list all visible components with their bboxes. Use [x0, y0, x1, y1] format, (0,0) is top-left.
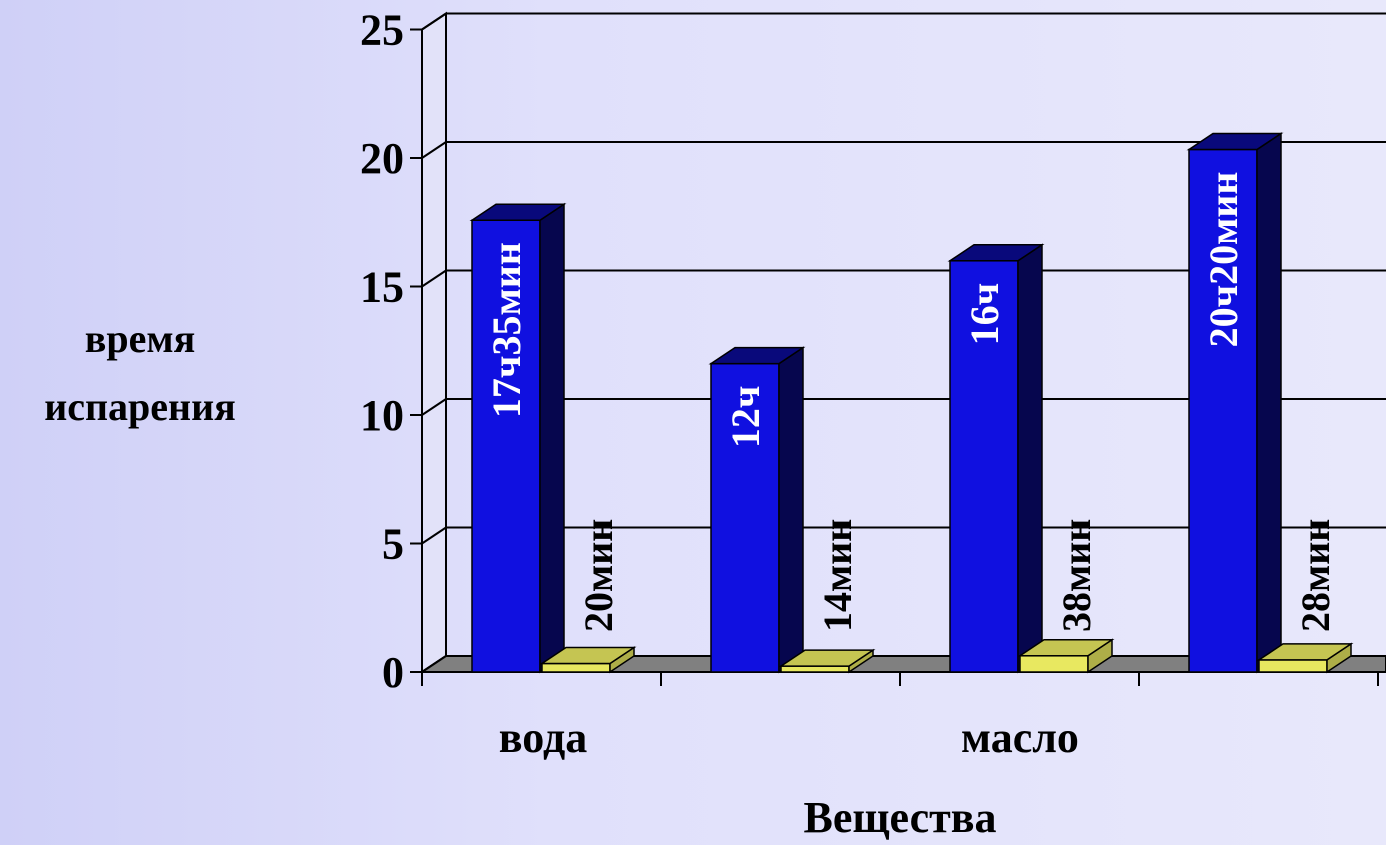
bar-series2-cat4 — [1256, 642, 1354, 674]
bar-top — [947, 244, 1045, 262]
x-category-label: масло — [961, 713, 1079, 762]
bar-series1-cat4 — [1186, 132, 1284, 674]
bar-top — [1186, 132, 1284, 151]
data-label: 12ч — [723, 386, 768, 449]
gridline-side — [421, 269, 447, 288]
bar-series1-cat2 — [708, 346, 806, 674]
side-wall — [421, 11, 447, 674]
bar-front — [471, 219, 541, 673]
bar-front — [780, 665, 850, 673]
bar-side — [778, 346, 804, 674]
gridline-side — [421, 12, 447, 31]
chart-walls — [421, 11, 447, 674]
bar-front — [1188, 148, 1258, 673]
bar-series1-cat3 — [947, 243, 1045, 674]
y-tick-label: 25 — [360, 6, 404, 55]
bar-side — [1017, 243, 1043, 674]
data-label: 16ч — [962, 283, 1007, 346]
gridline-side — [421, 141, 447, 159]
data-labels: 17ч35мин 12ч 16ч 20ч20мин 20мин 14мин 38мин 28м… — [484, 172, 1338, 632]
data-label: 28мин — [1293, 519, 1338, 632]
y-axis: 0 5 10 15 20 25 — [360, 6, 423, 697]
bar-series1-cat1 — [469, 202, 567, 674]
bar-front — [710, 362, 780, 673]
data-label: 14мин — [815, 519, 860, 632]
y-axis-title-line-2: испарения — [44, 384, 236, 429]
bar-top — [708, 346, 806, 365]
bar-front — [541, 662, 611, 673]
bar-top — [469, 203, 567, 221]
y-axis-title-line-1: время — [85, 316, 196, 361]
bar-side — [1256, 132, 1282, 674]
x-axis-title: Вещества — [804, 793, 997, 842]
data-label: 17ч35мин — [484, 242, 529, 418]
bar-series2-cat2 — [778, 648, 876, 674]
bar-top — [1017, 639, 1115, 657]
bar-side — [539, 202, 565, 674]
bar-top — [1256, 643, 1354, 661]
data-label: 38мин — [1054, 519, 1099, 632]
x-category-label: вода — [499, 713, 587, 762]
data-label: 20ч20мин — [1201, 172, 1246, 348]
bar-series2-cat1 — [539, 646, 637, 674]
y-tick-label: 5 — [382, 520, 404, 569]
data-label: 20мин — [576, 519, 621, 632]
gridline-side — [421, 526, 447, 545]
chart-bars — [469, 132, 1354, 674]
gridline-side — [421, 398, 447, 416]
bar-front — [949, 260, 1019, 673]
bar-front — [1258, 659, 1328, 673]
y-tick-label: 20 — [360, 134, 404, 183]
y-tick-label: 0 — [382, 648, 404, 697]
y-tick-label: 10 — [360, 391, 404, 440]
bar-top — [539, 646, 637, 665]
bar-front — [1019, 655, 1089, 673]
y-tick-label: 15 — [360, 263, 404, 312]
bar-series2-cat3 — [1017, 638, 1115, 674]
bar-top — [778, 649, 876, 667]
x-axis: вода масло — [421, 671, 1386, 762]
